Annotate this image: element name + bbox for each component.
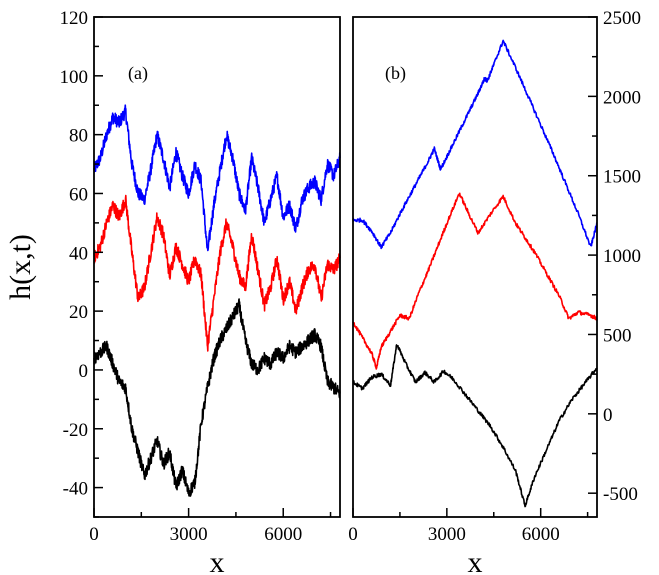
series-line-3 [352,344,598,508]
panel-b-xlabel: x [468,546,483,575]
x-tick-label: 0 [89,524,99,545]
y-tick-label: 2000 [603,87,641,108]
panel-b: 0 3000 6000 -500 0 500 1000 1500 2000 2500 (b) x [348,8,641,575]
panel-a-ylabel: h(x,t) [4,234,37,300]
y-tick-label: 60 [69,184,88,205]
y-tick-label: 120 [60,8,89,29]
series-line-2 [352,192,598,370]
y-tick-label: 2500 [603,8,641,29]
panel-a-xlabel: x [210,546,225,575]
y-tick-label: 40 [69,243,88,264]
panel-a: 0 3000 6000 -40 -20 0 20 40 60 80 100 120 (a) x h(x… [4,8,341,575]
y-tick-label: 80 [69,126,88,147]
y-tick-label: 20 [69,302,88,323]
series-line-1 [352,39,598,250]
y-tick-label: 0 [79,361,89,382]
y-tick-label: 100 [60,67,89,88]
y-tick-label: 1000 [603,246,641,267]
y-tick-label: -40 [63,479,88,500]
panel-a-series [93,104,341,497]
y-tick-label: -20 [63,420,88,441]
y-tick-label: 0 [603,405,613,426]
y-tick-label: 1500 [603,167,641,188]
y-tick-label: -500 [603,484,638,505]
panel-b-label: (b) [385,63,406,84]
x-tick-label: 3000 [170,524,208,545]
panel-a-label: (a) [128,63,148,84]
y-tick-label: 500 [603,325,632,346]
series-line-1 [93,104,341,252]
panel-b-frame [352,16,598,518]
x-tick-label: 3000 [428,524,466,545]
series-line-2 [93,194,341,352]
x-tick-label: 0 [348,524,358,545]
x-tick-label: 6000 [522,524,560,545]
panel-a-frame [93,16,341,518]
panel-b-series [352,39,598,508]
series-line-3 [93,298,341,497]
x-tick-label: 6000 [264,524,302,545]
